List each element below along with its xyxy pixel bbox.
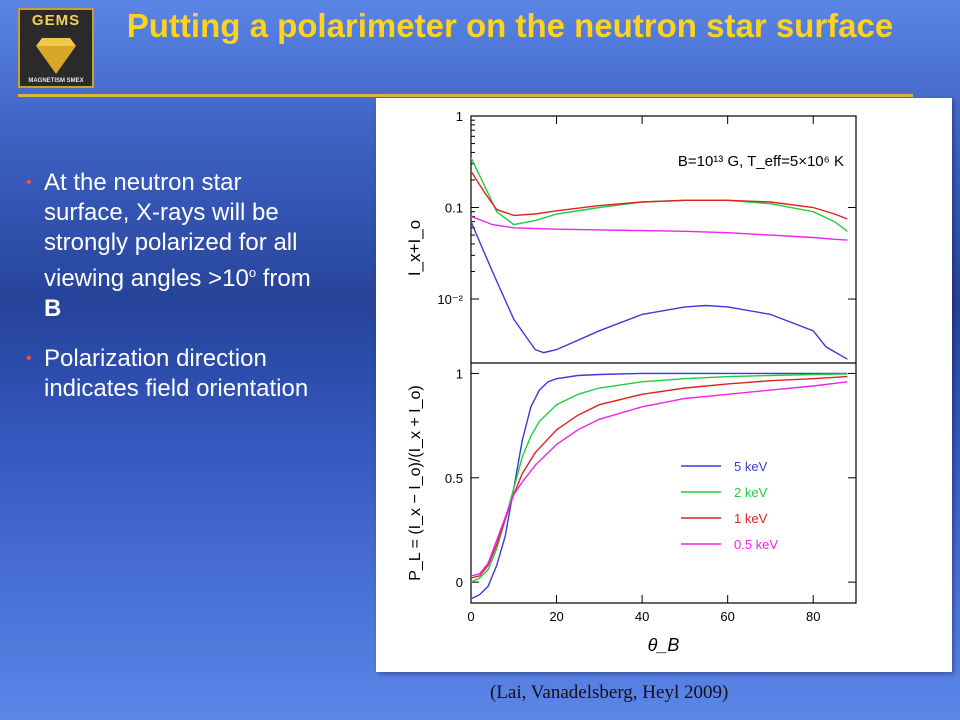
x-tick-label: 0 <box>467 609 474 624</box>
bullet-dot-icon: • <box>26 174 32 191</box>
series-line-bottom <box>470 375 848 579</box>
y-tick-label-bottom: 1 <box>456 366 463 381</box>
series-line-bottom <box>470 372 848 600</box>
logo-subtitle: MAGNETISM SMEX <box>28 78 84 84</box>
bullet-text-1: At the neutron star surface, X-rays will… <box>44 169 298 292</box>
legend-label: 0.5 keV <box>734 537 778 552</box>
bullet-dot-icon: • <box>26 350 32 367</box>
x-tick-label: 80 <box>806 609 820 624</box>
gems-logo: GEMS MAGNETISM SMEX <box>18 8 94 88</box>
series-line-top <box>470 221 848 360</box>
title-divider <box>18 94 913 97</box>
legend-label: 1 keV <box>734 511 768 526</box>
bullet-list: • At the neutron star surface, X-rays wi… <box>26 168 326 424</box>
series-line-top <box>470 170 848 220</box>
plot-frame <box>470 115 857 604</box>
series-line-top <box>470 157 848 232</box>
legend-label: 2 keV <box>734 485 768 500</box>
bold-B: B <box>44 295 62 322</box>
y-axis-label-bottom: P_L = (I_x − I_o)/(I_x + I_o) <box>407 385 424 581</box>
series-line-top <box>470 215 848 241</box>
y-tick-label-bottom: 0 <box>456 575 463 590</box>
bullet-text-2: Polarization direction indicates field o… <box>44 345 309 402</box>
y-tick-label-top: 0.1 <box>445 201 463 216</box>
bullet-text-1-mid: from <box>256 265 311 292</box>
series-line-bottom <box>470 373 848 583</box>
figure-panel: 1 0.1 10⁻² I_x+I_o B=10¹³ G, T_eff=5×10⁶ K 0 0… <box>376 98 952 672</box>
slide-title: Putting a polarimeter on the neutron sta… <box>126 7 894 44</box>
x-axis-label: θ_B <box>648 635 680 655</box>
bullet-item: • Polarization direction indicates field… <box>26 344 326 404</box>
polarization-figure: 1 0.1 10⁻² I_x+I_o B=10¹³ G, T_eff=5×10⁶ K 0 0… <box>405 109 857 655</box>
logo-title: GEMS <box>31 12 81 29</box>
y-tick-label-top: 10⁻² <box>437 292 463 307</box>
diamond-icon <box>36 38 76 74</box>
legend-label: 5 keV <box>734 459 768 474</box>
y-tick-label-top: 1 <box>456 109 463 124</box>
x-tick-label: 40 <box>635 609 649 624</box>
y-axis-label-top: I_x+I_o <box>405 220 424 276</box>
citation: (Lai, Vanadelsberg, Heyl 2009) <box>490 682 729 703</box>
series-line-bottom <box>470 381 848 577</box>
x-tick-label: 60 <box>720 609 734 624</box>
y-tick-label-bottom: 0.5 <box>445 471 463 486</box>
top-annotation: B=10¹³ G, T_eff=5×10⁶ K <box>678 153 844 170</box>
degree-superscript: o <box>248 265 257 280</box>
x-tick-label: 20 <box>549 609 563 624</box>
bullet-item: • At the neutron star surface, X-rays wi… <box>26 168 326 324</box>
